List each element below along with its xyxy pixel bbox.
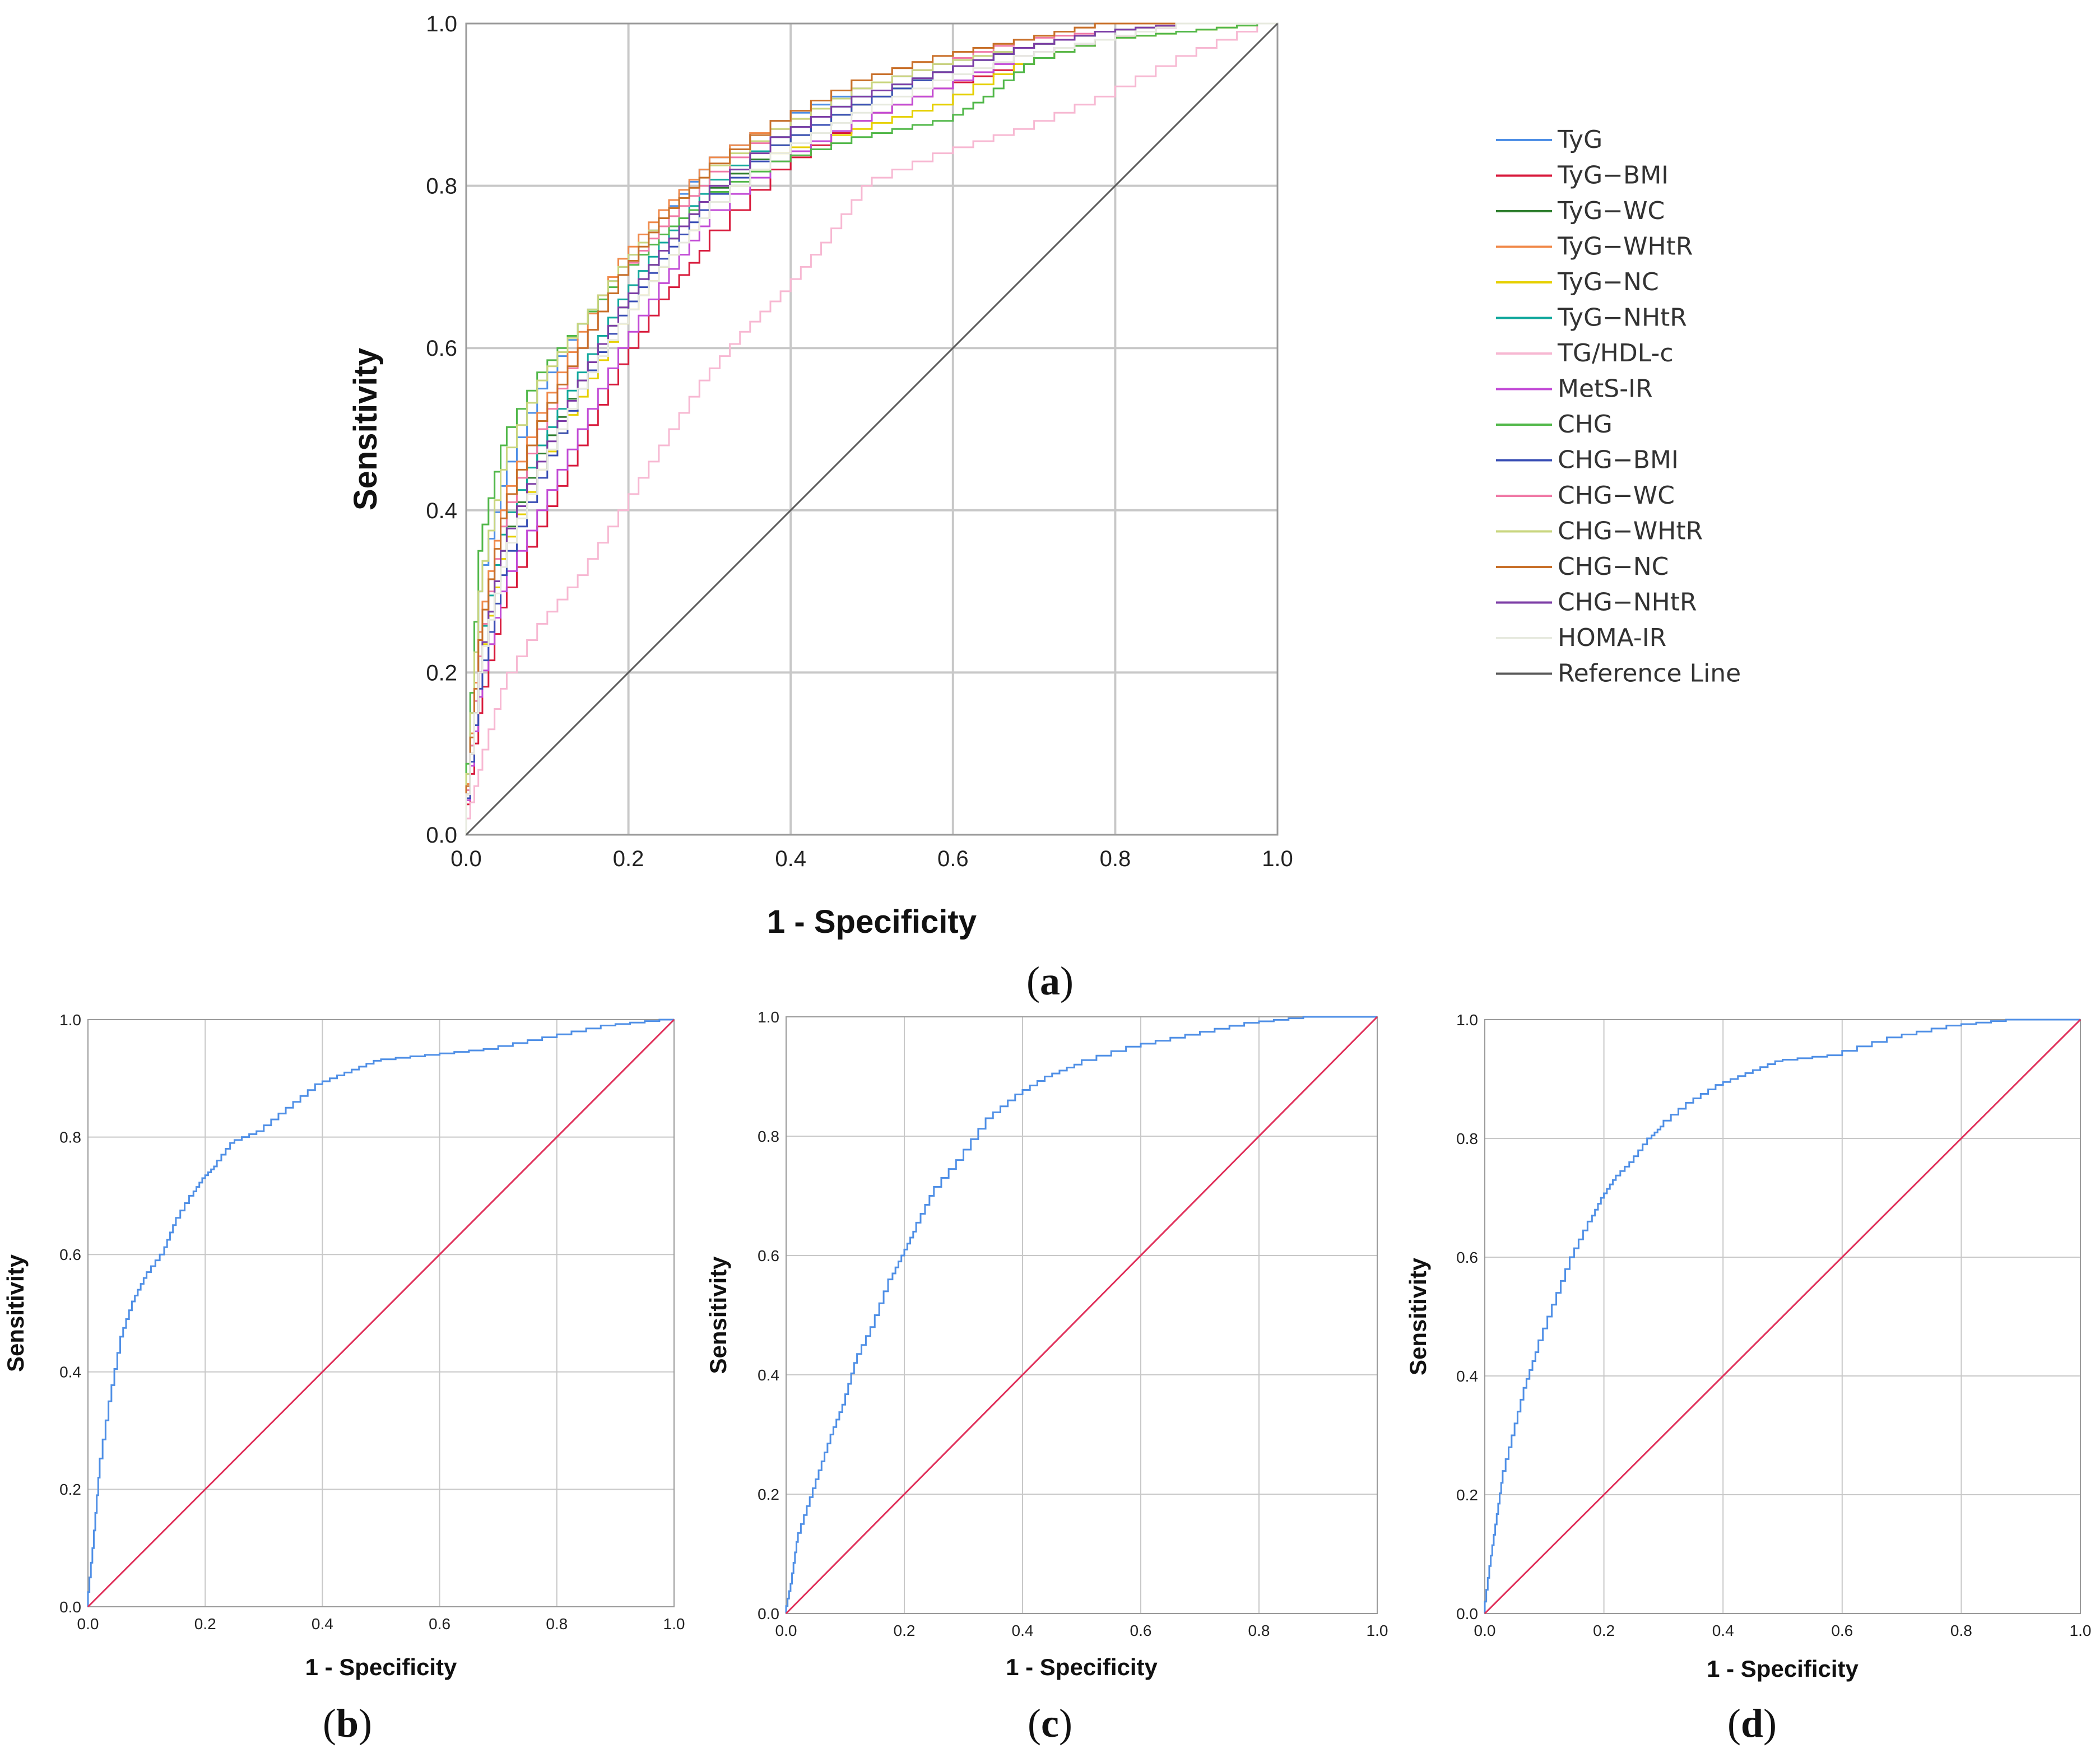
x-tick-label: 0.4 [1712,1622,1734,1639]
y-tick-label: 0.0 [59,1598,81,1616]
x-tick-label: 0.6 [1831,1622,1853,1639]
legend-label-tyg-whtr: TyG−WHtR [1557,233,1693,261]
y-tick-label: 0.4 [758,1366,779,1384]
plot-frame [1484,1019,2081,1614]
y-tick-label: 0.6 [1456,1249,1478,1266]
x-axis-title: 1 - Specificity [305,1654,457,1680]
y-tick-label: 0.2 [59,1481,81,1498]
x-tick-label: 0.0 [77,1615,99,1633]
x-tick-label: 0.4 [1012,1622,1034,1639]
x-tick-label: 0.0 [775,1622,797,1639]
legend-label-chg-wc: CHG−WC [1558,481,1675,510]
x-tick-label: 0.4 [312,1615,333,1633]
y-tick-label: 0.8 [59,1128,81,1146]
y-tick-label: 0.0 [758,1605,779,1622]
y-tick-label: 0.2 [426,661,457,685]
x-tick-label: 1.0 [2070,1622,2092,1639]
legend-label-tyg-nhtr: TyG−NHtR [1557,304,1687,332]
series-line-roc [87,1019,674,1607]
x-tick-label: 0.0 [450,847,482,871]
legend-label-chg-whtr: CHG−WHtR [1558,517,1703,546]
y-tick-label: 0.2 [1456,1486,1478,1504]
y-tick-label: 0.6 [426,336,457,361]
legend: TyG TyG−BMI TyG−WC TyG−WHtR TyG−NC TyG−NHtR TG… [1496,125,1741,688]
panel-label-c: (c) [1028,1701,1072,1746]
y-tick-label: 0.4 [59,1364,81,1381]
series-line-roc [785,1016,1377,1613]
x-tick-label: 0.6 [937,847,969,871]
legend-label-tg-hdl-c: TG/HDL-c [1557,339,1674,368]
plot-frame [786,1016,1378,1614]
y-axis-title: Sensitivity [2,1254,29,1372]
y-tick-label: 1.0 [59,1011,81,1029]
y-tick-label: 0.8 [426,174,457,199]
y-tick-label: 0.8 [758,1128,779,1145]
series-line-reference-line [87,1019,675,1608]
series-line-homa-ir [465,22,1277,835]
plot-frame [87,1019,675,1607]
legend-label-tyg-wc: TyG−WC [1557,197,1665,225]
chart-panel-b: 0.0 0.2 0.4 0.6 0.8 1.0 0.0 0.2 0.4 0.6 0.8 1.0 1 - … [2,1011,685,1746]
chart-panel-c: 0.0 0.2 0.4 0.6 0.8 1.0 0.0 0.2 0.4 0.6 0.8 1.0 1 - … [705,1008,1388,1746]
y-tick-label: 0.6 [59,1246,81,1263]
x-tick-label: 0.2 [1593,1622,1615,1639]
y-tick-label: 0.2 [758,1486,779,1503]
x-tick-label: 0.6 [1130,1622,1152,1639]
plot-frame [465,22,1279,836]
x-tick-label: 0.4 [775,847,806,871]
legend-label-homa-ir: HOMA-IR [1558,624,1666,652]
series-line-chg-nc [465,22,1277,835]
series-line-reference-line [785,1016,1378,1615]
x-tick-label: 0.2 [194,1615,216,1633]
legend-label-mets-ir: MetS-IR [1558,375,1653,403]
x-tick-label: 1.0 [1262,847,1293,871]
chart-panel-d: 0.0 0.2 0.4 0.6 0.8 1.0 0.0 0.2 0.4 0.6 0.8 1.0 1 - … [1405,1011,2091,1746]
series-line-reference-line [1484,1019,2082,1615]
series-line-chg-wc [465,22,1277,835]
x-tick-label: 0.8 [1950,1622,1972,1639]
y-tick-label: 0.0 [1456,1605,1478,1622]
x-axis-title: 1 - Specificity [767,904,977,940]
x-tick-label: 0.8 [546,1615,568,1633]
x-tick-label: 0.6 [429,1615,450,1633]
chart-panel-a: 0.0 0.2 0.4 0.6 0.8 1.0 0.0 0.2 0.4 0.6 0.8 1.0 1 - … [347,12,1741,1003]
y-axis-title: Sensitivity [347,348,384,510]
legend-label-chg: CHG [1558,410,1613,439]
legend-label-chg-nhtr: CHG−NHtR [1558,588,1697,617]
series-line-tg-hdl-c [465,22,1277,835]
y-tick-label: 0.0 [426,823,457,848]
y-axis-title: Sensitivity [1405,1257,1431,1375]
legend-label-tyg: TyG [1557,125,1602,154]
y-tick-label: 0.6 [758,1247,779,1264]
x-axis-title: 1 - Specificity [1006,1654,1158,1680]
y-tick-label: 1.0 [1456,1011,1478,1029]
panel-label-a: (a) [1026,959,1074,1003]
x-tick-label: 1.0 [663,1615,685,1633]
x-tick-label: 1.0 [1367,1622,1388,1639]
legend-label-chg-bmi: CHG−BMI [1558,446,1679,475]
y-axis-title: Sensitivity [705,1256,731,1374]
legend-label-tyg-nc: TyG−NC [1557,268,1659,296]
y-tick-label: 1.0 [426,12,457,36]
panel-label-d: (d) [1727,1701,1777,1746]
x-tick-label: 0.2 [894,1622,916,1639]
x-tick-label: 0.8 [1100,847,1131,871]
legend-label-tyg-bmi: TyG−BMI [1557,161,1669,190]
y-tick-label: 0.4 [426,499,457,523]
y-tick-label: 1.0 [758,1008,779,1026]
legend-label-chg-nc: CHG−NC [1558,552,1669,581]
x-tick-label: 0.0 [1474,1622,1496,1639]
series-line-reference-line [465,22,1279,836]
panel-label-b: (b) [323,1701,372,1746]
x-axis-title: 1 - Specificity [1707,1656,1859,1682]
y-tick-label: 0.4 [1456,1368,1478,1385]
x-tick-label: 0.2 [613,847,644,871]
y-tick-label: 0.8 [1456,1130,1478,1147]
x-tick-label: 0.8 [1248,1622,1270,1639]
legend-label-reference-line: Reference Line [1558,659,1741,688]
series-line-roc [1484,1019,2080,1613]
